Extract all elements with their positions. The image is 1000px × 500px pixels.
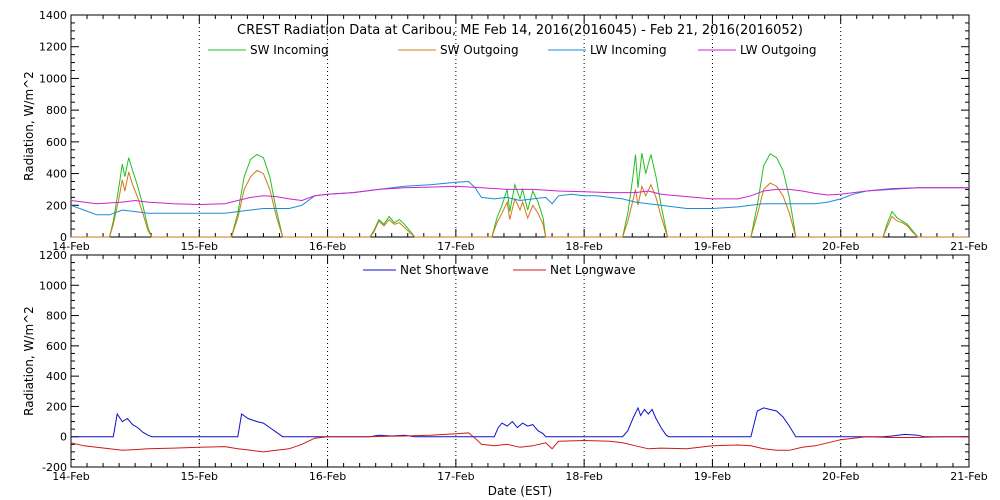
x-tick-label: 20-Feb [822,470,859,483]
x-tick-label: 16-Feb [309,470,346,483]
legend-label: LW Outgoing [740,43,817,57]
series-line-lw-outgoing [70,185,969,206]
y-tick-label: 800 [46,104,67,117]
plot-frame [70,254,970,468]
legend-label: SW Outgoing [440,43,519,57]
y-tick-label: 1200 [39,249,67,262]
y-tick-label: 1400 [39,9,67,22]
y-tick-label: 400 [46,370,67,383]
y-tick-label: 1000 [39,279,67,292]
y-axis-label: Radiation, W/m^2 [22,306,36,416]
y-tick-label: 0 [60,231,67,244]
legend-label: Net Longwave [550,263,636,277]
x-tick-label: 14-Feb [52,470,89,483]
bottom-chart-panel: 14-Feb 15-Feb 16-Feb 17-Feb 18-Feb 19-Feb 20-F… [22,249,988,483]
legend-label: LW Incoming [590,43,667,57]
series-line-sw-outgoing [71,169,969,238]
x-tick-label: 14-Feb [52,240,89,253]
x-tick-label: 20-Feb [822,240,859,253]
y-tick-label: -200 [42,461,67,474]
x-tick-label: 16-Feb [309,240,346,253]
x-tick-label: 18-Feb [565,240,602,253]
y-tick-label: 1200 [39,41,67,54]
y-tick-label: 0 [60,431,67,444]
series-line-net-shortwave [71,406,969,438]
y-tick-label: 800 [46,310,67,323]
x-tick-label: 21-Feb [950,470,987,483]
x-tick-label: 21-Feb [950,240,987,253]
x-tick-label: 17-Feb [437,240,474,253]
y-tick-label: 400 [46,168,67,181]
y-tick-label: 600 [46,340,67,353]
y-tick-label: 200 [46,199,67,212]
x-tick-label: 19-Feb [694,470,731,483]
chart-title: CREST Radiation Data at Caribou, ME Feb … [237,23,803,38]
x-tick-label: 15-Feb [181,240,218,253]
series-line-lw-incoming [70,180,969,216]
y-tick-label: 600 [46,136,67,149]
y-tick-label: 200 [46,400,67,413]
x-axis-label: Date (EST) [488,484,552,498]
legend-label: Net Shortwave [400,263,489,277]
x-tick-label: 18-Feb [565,470,602,483]
legend-label: SW Incoming [250,43,329,57]
x-tick-label: 19-Feb [694,240,731,253]
x-tick-label: 17-Feb [437,470,474,483]
top-chart-panel: 14-Feb 15-Feb 16-Feb 17-Feb 18-Feb 19-Feb 20-F… [22,9,988,253]
series-line-net-longwave [70,432,969,453]
y-axis-label: Radiation, W/m^2 [22,71,36,181]
x-tick-label: 15-Feb [181,470,218,483]
y-tick-label: 1000 [39,72,67,85]
plot-frame [70,14,970,238]
